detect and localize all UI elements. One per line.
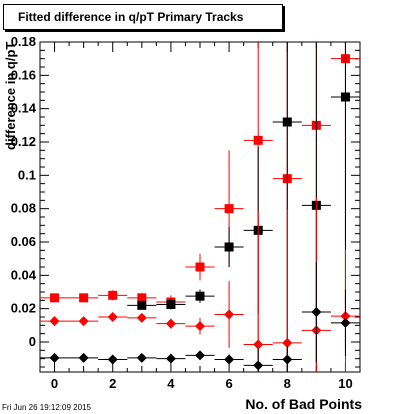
data-point-diamond: [49, 352, 60, 363]
data-point-square: [195, 262, 205, 272]
data-point-diamond: [311, 307, 322, 317]
data-point-diamond: [107, 312, 118, 322]
data-point-square: [137, 293, 147, 303]
data-point-diamond: [78, 316, 89, 327]
y-tick-label: 0.14: [11, 101, 37, 116]
data-point-diamond: [224, 309, 235, 320]
data-point-diamond: [165, 318, 176, 329]
y-tick-label: 0.12: [11, 134, 36, 149]
data-point-diamond: [136, 312, 147, 323]
x-tick-label: 2: [109, 376, 116, 391]
data-point-square: [108, 290, 118, 300]
data-point-diamond: [107, 354, 118, 365]
y-tick-label: 0.04: [11, 267, 37, 282]
data-point-square: [50, 293, 60, 303]
x-tick-label: 0: [51, 376, 58, 391]
x-tick-label: 8: [284, 376, 291, 391]
data-point-diamond: [253, 360, 264, 371]
data-point-diamond: [340, 317, 351, 328]
y-tick-label: 0.1: [18, 167, 36, 182]
data-point-square: [253, 135, 263, 145]
chart-title: Fitted difference in q/pT Primary Tracks: [18, 10, 244, 24]
y-tick-label: 0.18: [11, 34, 36, 49]
data-point-diamond: [136, 352, 147, 363]
data-point-diamond: [195, 350, 205, 361]
y-tick-label: 0.08: [11, 201, 36, 216]
data-point-diamond: [282, 354, 293, 365]
data-point-diamond: [282, 337, 293, 348]
data-point-square: [224, 204, 234, 214]
y-tick-label: 0.06: [11, 234, 36, 249]
data-point-square: [166, 300, 176, 309]
data-point-square: [137, 300, 147, 310]
data-point-diamond: [78, 352, 89, 363]
y-axis-label: difference in q/pT: [3, 42, 18, 151]
y-tick-label: 0.16: [11, 67, 36, 82]
data-point-diamond: [253, 339, 264, 350]
x-axis-label: No. of Bad Points: [245, 396, 362, 412]
data-point-square: [79, 293, 89, 303]
axes-layer: 0 0.02 0.04 0.06 0.08 0.1 0.12 0.14 0.16 0.18 0 2 4 6…: [11, 34, 360, 391]
data-point-square: [195, 291, 205, 301]
data-point-diamond: [165, 353, 176, 364]
data-point-square: [224, 242, 234, 252]
x-tick-label: 4: [167, 376, 175, 391]
timestamp: Fri Jun 26 19:12:09 2015: [2, 403, 91, 412]
data-point-square: [340, 92, 350, 102]
x-tick-label: 10: [338, 376, 352, 391]
data-point-diamond: [224, 354, 235, 365]
y-tick-label: 0: [29, 334, 36, 349]
data-point-diamond: [49, 316, 60, 327]
data-point-square: [282, 117, 292, 127]
chart-title-box: Fitted difference in q/pT Primary Tracks: [3, 4, 283, 30]
y-tick-label: 0.02: [11, 301, 36, 316]
data-point-diamond: [195, 321, 205, 332]
marks-layer: [40, 42, 360, 372]
x-tick-label: 6: [225, 376, 232, 391]
